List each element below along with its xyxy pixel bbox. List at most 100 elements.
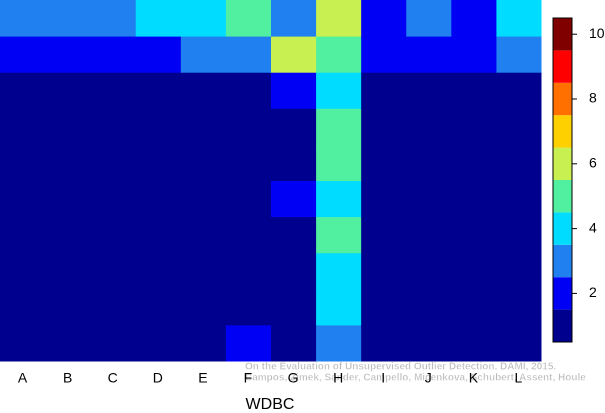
heatmap-cell bbox=[0, 288, 46, 326]
heatmap-cell bbox=[405, 288, 452, 326]
heatmap-cell bbox=[315, 144, 362, 181]
heatmap-cell bbox=[360, 144, 407, 181]
heatmap-cell bbox=[450, 108, 497, 145]
heatmap-cell bbox=[135, 144, 181, 181]
colorbar-swatch bbox=[553, 147, 572, 180]
colorbar-tick-label: 6 bbox=[589, 155, 597, 171]
heatmap-cell bbox=[495, 324, 542, 362]
heatmap-cell bbox=[270, 288, 317, 326]
heatmap-cell bbox=[225, 324, 271, 362]
colorbar-frame bbox=[552, 17, 573, 343]
colorbar-swatch bbox=[553, 50, 572, 83]
heatmap-cell bbox=[315, 36, 362, 73]
heatmap-cell bbox=[495, 252, 542, 290]
heatmap-cell bbox=[270, 180, 317, 218]
heatmap-cell bbox=[315, 324, 362, 362]
heatmap-cell bbox=[225, 216, 271, 254]
heatmap-cell bbox=[135, 252, 181, 290]
heatmap-cell bbox=[45, 108, 91, 145]
colorbar-swatch bbox=[553, 244, 572, 278]
heatmap-cell bbox=[0, 144, 46, 181]
colorbar-swatch bbox=[553, 309, 572, 342]
x-tick-label: J bbox=[425, 370, 432, 386]
heatmap-cell bbox=[90, 36, 136, 73]
heatmap-cell bbox=[0, 0, 46, 37]
heatmap-cell bbox=[405, 0, 452, 37]
annotation: Campos, Zimek, Sander, Campello, Micenko… bbox=[245, 373, 586, 384]
heatmap-cell bbox=[90, 216, 136, 254]
heatmap-cell bbox=[45, 252, 91, 290]
heatmap-cell bbox=[0, 108, 46, 145]
heatmap-cell bbox=[270, 0, 317, 37]
heatmap-cell bbox=[0, 324, 46, 362]
heatmap-cell bbox=[270, 252, 317, 290]
heatmap-cell bbox=[360, 324, 407, 362]
heatmap-cell bbox=[450, 180, 497, 218]
heatmap-cell bbox=[360, 216, 407, 254]
heatmap-cell bbox=[45, 72, 91, 109]
colorbar-swatch bbox=[553, 18, 572, 51]
heatmap-cell bbox=[180, 72, 226, 109]
heatmap-cell bbox=[45, 144, 91, 181]
x-tick-label: K bbox=[469, 370, 479, 386]
colorbar-tick-label: 10 bbox=[589, 25, 605, 41]
colorbar-swatch bbox=[553, 115, 572, 148]
heatmap-cell bbox=[450, 216, 497, 254]
heatmap-cell bbox=[225, 36, 271, 73]
heatmap-cell bbox=[495, 288, 542, 326]
heatmap-cell bbox=[135, 324, 181, 362]
x-tick-label: D bbox=[153, 370, 163, 386]
heatmap-cell bbox=[495, 216, 542, 254]
heatmap-cell bbox=[315, 252, 362, 290]
heatmap-cell bbox=[270, 36, 317, 73]
heatmap-cell bbox=[135, 288, 181, 326]
heatmap-cell bbox=[495, 108, 542, 145]
heatmap-cell bbox=[405, 144, 452, 181]
x-tick-label: C bbox=[108, 370, 118, 386]
heatmap-cell bbox=[90, 144, 136, 181]
heatmap-cell bbox=[360, 72, 407, 109]
heatmap-cell bbox=[180, 216, 226, 254]
colorbar-swatch bbox=[553, 82, 572, 116]
heatmap-cell bbox=[450, 144, 497, 181]
heatmap-cell bbox=[225, 252, 271, 290]
heatmap-cell bbox=[360, 36, 407, 73]
heatmap-cell bbox=[180, 252, 226, 290]
heatmap-cell bbox=[180, 0, 226, 37]
heatmap-cell bbox=[495, 0, 542, 37]
x-tick-label: A bbox=[18, 370, 28, 386]
colorbar-tick-label: 8 bbox=[589, 90, 597, 106]
heatmap-cell bbox=[180, 288, 226, 326]
heatmap-cell bbox=[270, 324, 317, 362]
colorbar-swatch bbox=[553, 212, 572, 245]
heatmap-cell bbox=[45, 36, 91, 73]
heatmap-cell bbox=[90, 0, 136, 37]
heatmap-cell bbox=[0, 36, 46, 73]
heatmap-cell bbox=[315, 108, 362, 145]
heatmap-cell bbox=[315, 180, 362, 218]
heatmap-cell bbox=[405, 252, 452, 290]
heatmap-cell bbox=[405, 216, 452, 254]
heatmap-cell bbox=[45, 0, 91, 37]
heatmap-cell bbox=[90, 288, 136, 326]
heatmap-cell bbox=[45, 324, 91, 362]
heatmap-cell bbox=[495, 144, 542, 181]
x-tick-label: I bbox=[381, 370, 385, 386]
heatmap-cell bbox=[270, 216, 317, 254]
heatmap-cell bbox=[180, 180, 226, 218]
heatmap-cell bbox=[135, 72, 181, 109]
heatmap-cell bbox=[495, 72, 542, 109]
heatmap-cell bbox=[135, 108, 181, 145]
heatmap-cell bbox=[315, 72, 362, 109]
heatmap-cell bbox=[180, 108, 226, 145]
heatmap-cell bbox=[0, 216, 46, 254]
heatmap-cell bbox=[405, 324, 452, 362]
x-tick-label: H bbox=[333, 370, 343, 386]
heatmap-cell bbox=[315, 288, 362, 326]
x-tick-label: E bbox=[198, 370, 207, 386]
heatmap-cell bbox=[450, 0, 497, 37]
heatmap-cell bbox=[405, 108, 452, 145]
heatmap-cell bbox=[360, 180, 407, 218]
colorbar-swatch bbox=[553, 277, 572, 310]
